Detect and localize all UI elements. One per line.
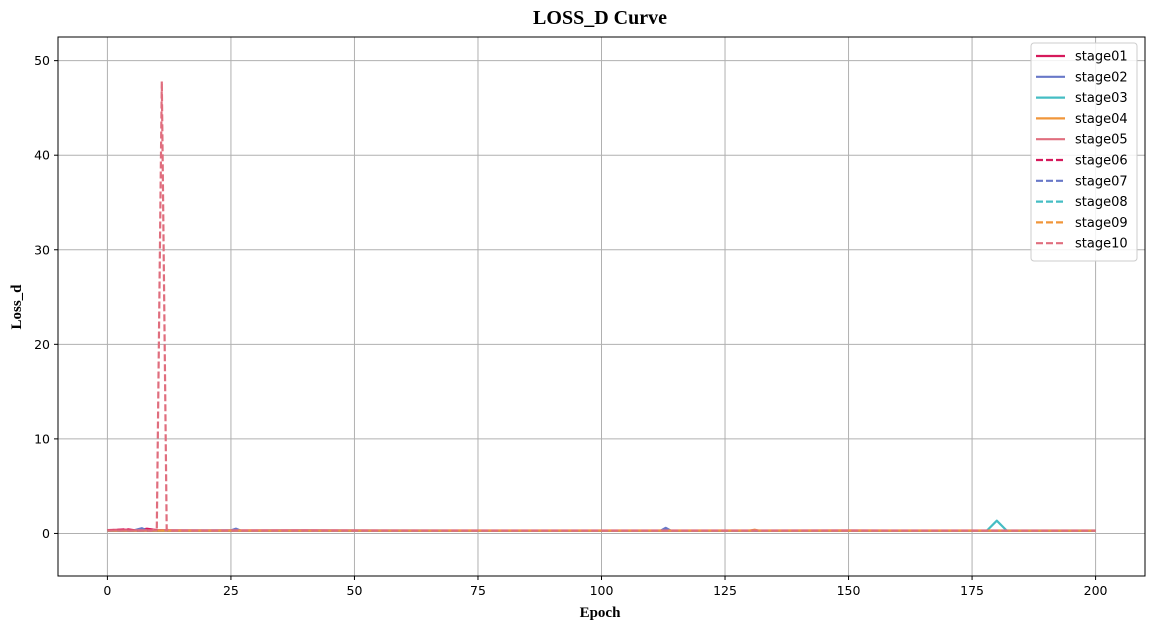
series-lines [107,80,1096,532]
x-tick-label: 175 [960,583,984,598]
legend-label-stage03: stage03 [1075,91,1128,106]
legend-label-stage06: stage06 [1075,154,1128,169]
y-tick-label: 40 [34,148,50,163]
y-tick-label: 10 [34,431,50,446]
x-tick-label: 25 [223,583,239,598]
x-tick-label: 50 [347,583,363,598]
y-axis-label: Loss_d [9,284,25,330]
x-tick-label: 100 [590,583,614,598]
legend-label-stage02: stage02 [1075,70,1128,85]
legend-label-stage07: stage07 [1075,174,1128,189]
x-tick-label: 0 [103,583,111,598]
x-axis: 0 25 50 75 100 125 150 175 200 [103,576,1108,598]
x-tick-label: 125 [713,583,737,598]
grid [58,37,1145,576]
legend-label-stage10: stage10 [1075,237,1128,252]
legend-label-stage01: stage01 [1075,50,1128,65]
legend-label-stage09: stage09 [1075,216,1128,231]
x-tick-label: 200 [1084,583,1108,598]
series-line-stage10 [107,80,1096,532]
legend: stage01 stage02 stage03 stage04 stage05 stage… [1030,42,1138,262]
legend-label-stage05: stage05 [1075,133,1128,148]
y-tick-label: 30 [34,242,50,257]
x-tick-label: 150 [837,583,861,598]
y-tick-label: 20 [34,337,50,352]
y-axis: 0 10 20 30 40 50 [34,53,58,541]
legend-label-stage04: stage04 [1075,112,1128,127]
chart-title: LOSS_D Curve [533,7,667,29]
y-tick-label: 50 [34,53,50,68]
x-axis-label: Epoch [580,605,622,621]
y-tick-label: 0 [42,526,50,541]
x-tick-label: 75 [470,583,486,598]
legend-label-stage08: stage08 [1075,195,1128,210]
